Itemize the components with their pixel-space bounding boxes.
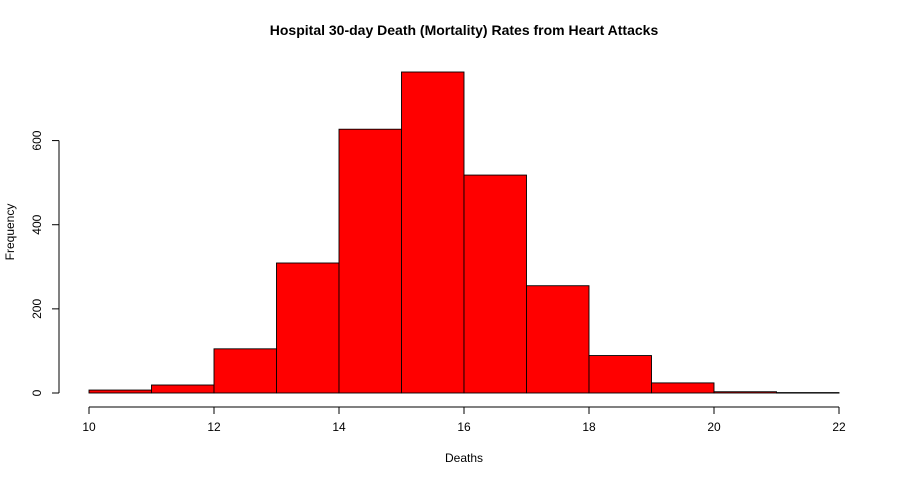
x-tick-label: 10: [82, 420, 96, 434]
histogram-bar-12-13: [213, 348, 277, 394]
histogram-bar-11-12: [151, 384, 215, 394]
x-axis-label: Deaths: [445, 451, 483, 465]
x-tick-label: 16: [457, 420, 471, 434]
chart-title: Hospital 30-day Death (Mortality) Rates …: [270, 22, 659, 38]
y-axis-label: Frequency: [3, 204, 17, 261]
y-tick-label: 200: [30, 299, 44, 319]
x-tick-label: 18: [582, 420, 596, 434]
y-axis: 0 200 400 600: [30, 130, 60, 396]
histogram-bar-13-14: [276, 262, 340, 394]
y-tick-label: 0: [30, 389, 44, 396]
histogram-bar-10-11: [88, 389, 152, 394]
histogram-bar-14-15: [338, 128, 402, 394]
x-tick-label: 20: [707, 420, 721, 434]
x-axis: 10 12 14 16 18 20 22: [82, 406, 846, 434]
histogram-bar-20-21: [713, 391, 777, 394]
x-tick-label: 14: [332, 420, 346, 434]
histogram-bar-21-22: [776, 392, 840, 394]
y-tick-label: 600: [30, 130, 44, 150]
bars-group: [88, 71, 840, 394]
x-tick-label: 12: [207, 420, 221, 434]
histogram-bar-19-20: [651, 382, 715, 394]
x-tick-label: 22: [832, 420, 846, 434]
histogram-bar-17-18: [526, 285, 590, 394]
histogram-bar-18-19: [588, 355, 652, 394]
histogram-bar-15-16: [401, 71, 465, 394]
histogram-bar-16-17: [463, 174, 527, 394]
y-tick-label: 400: [30, 214, 44, 234]
